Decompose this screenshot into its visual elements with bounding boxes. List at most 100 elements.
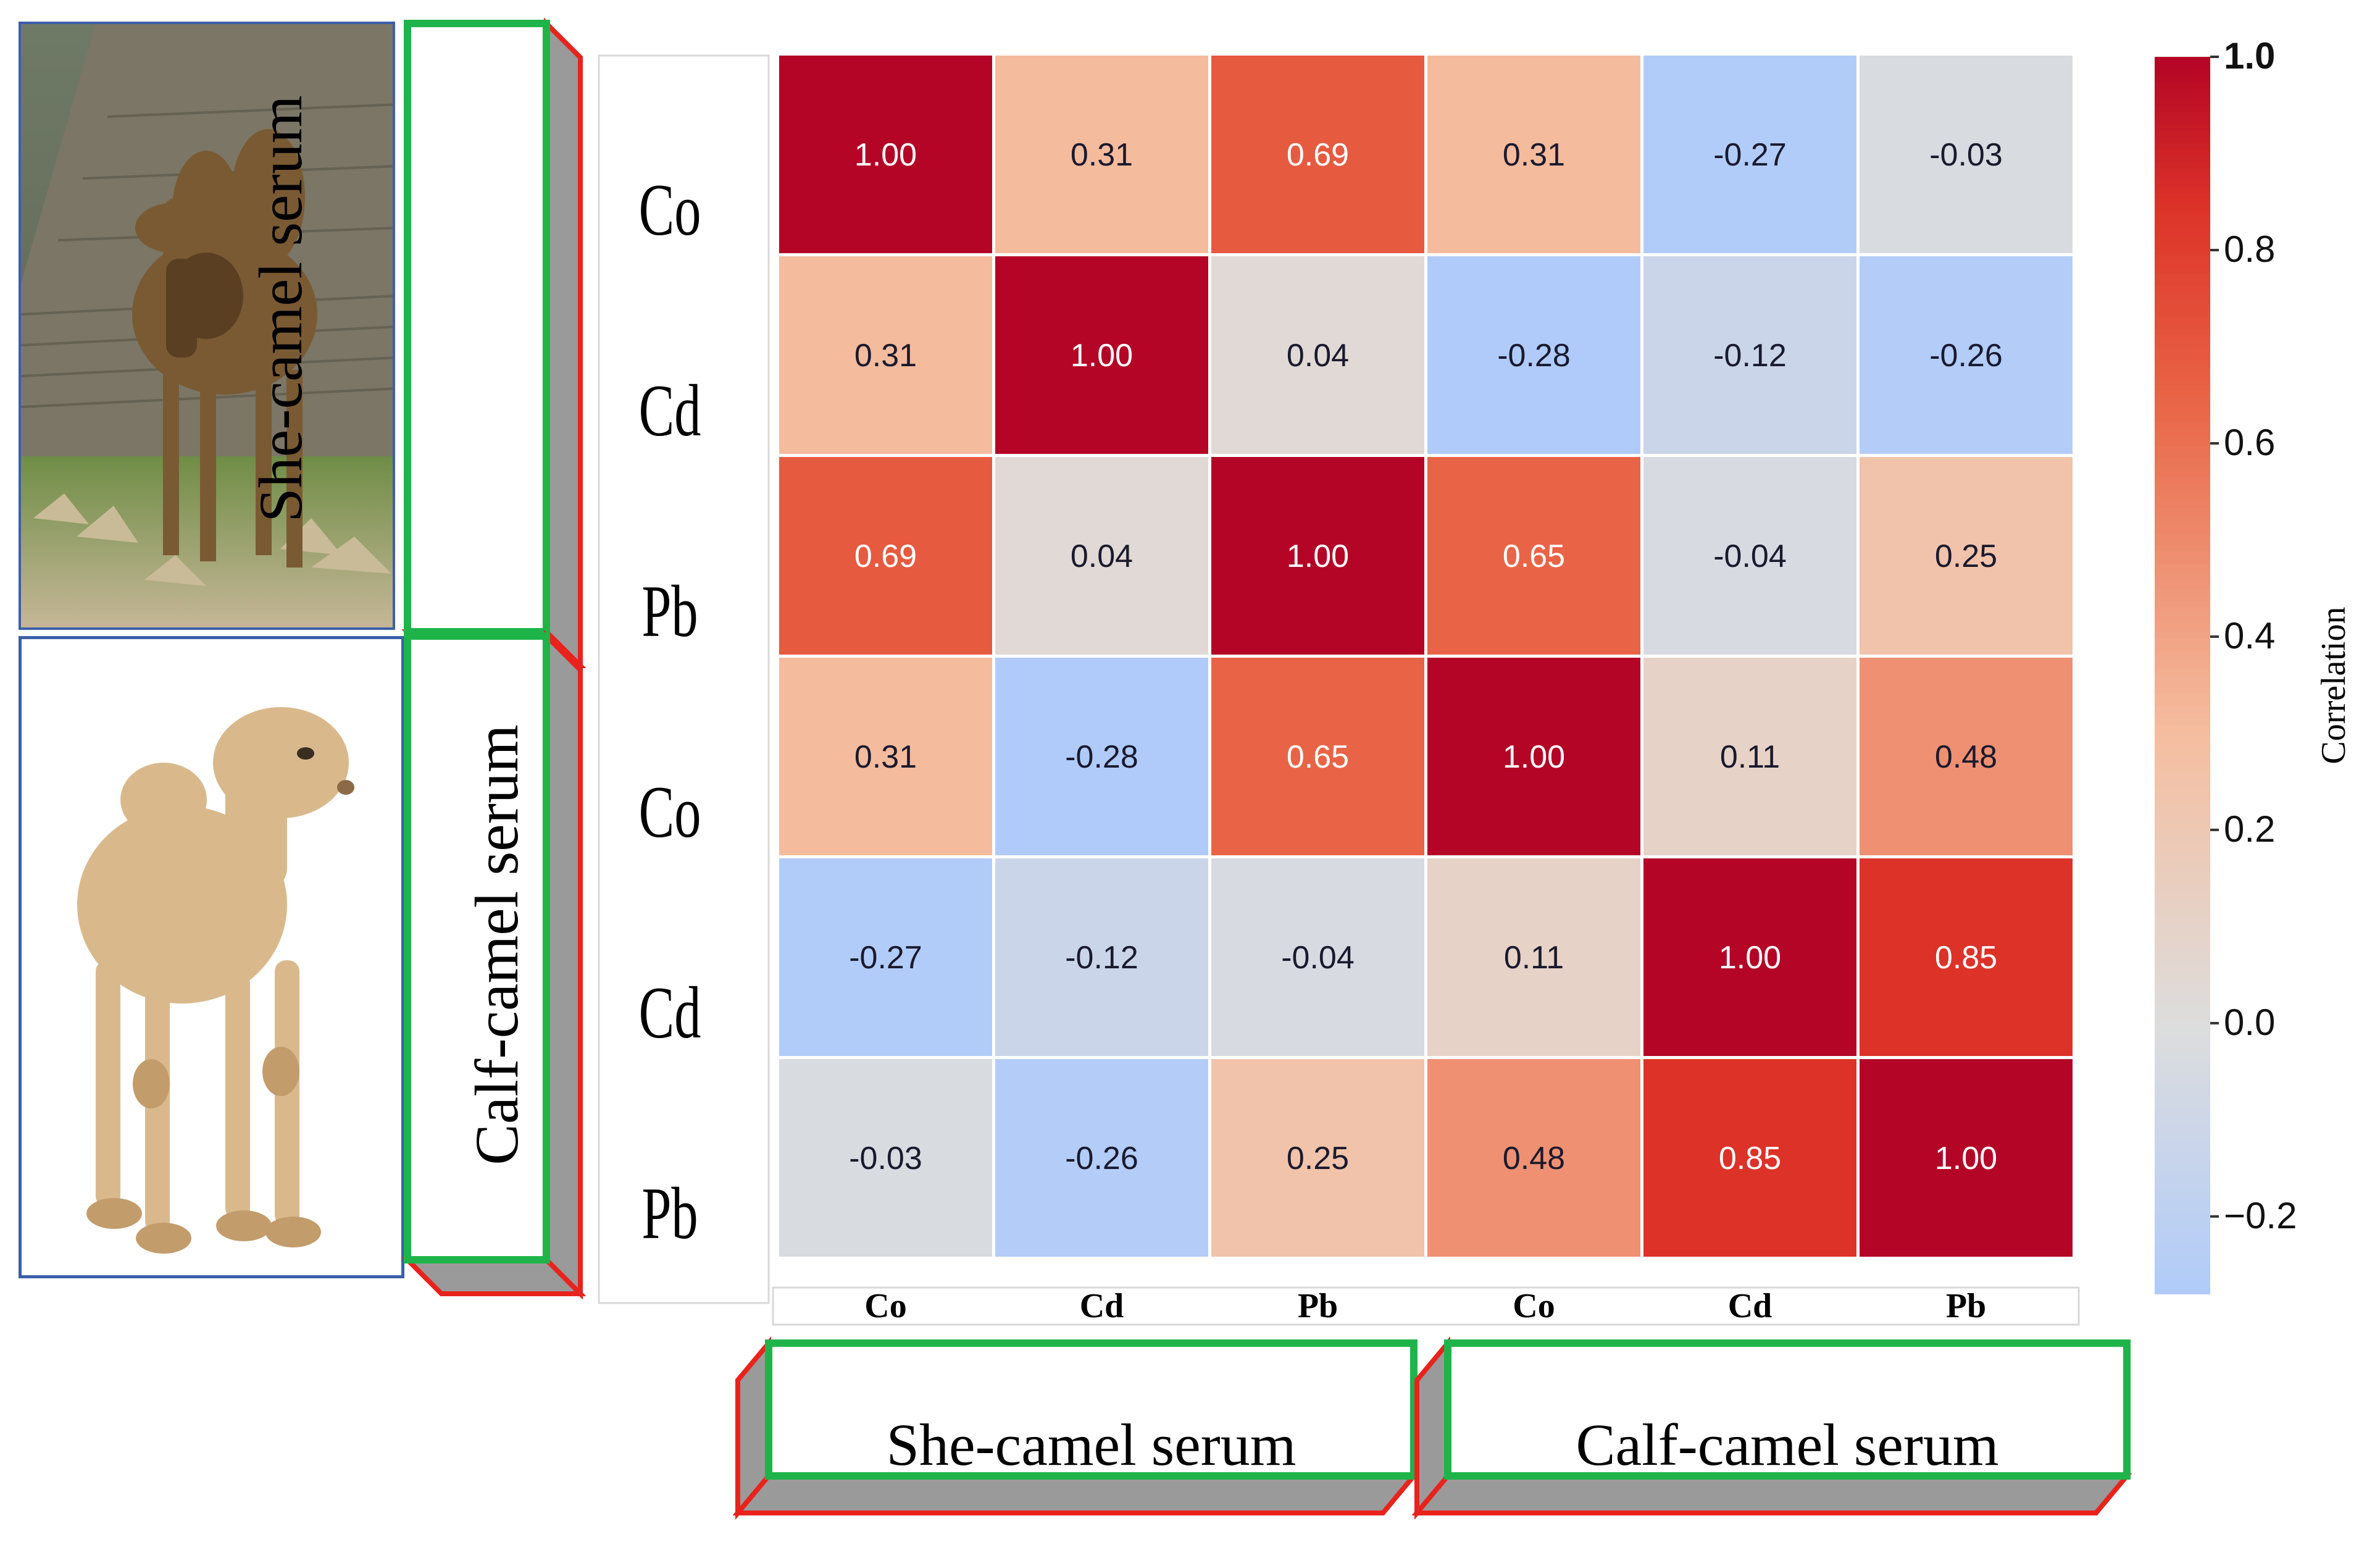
- colorbar-segment: [2155, 119, 2210, 126]
- colorbar-segment: [2155, 991, 2210, 998]
- colorbar-segment: [2155, 842, 2210, 849]
- colorbar-segment: [2155, 1213, 2210, 1220]
- colorbar-segment: [2155, 1219, 2210, 1226]
- cell-value-label-r1-c5: -0.26: [1929, 338, 2003, 374]
- colorbar-segment: [2155, 879, 2210, 887]
- colorbar-segment: [2155, 63, 2210, 70]
- colorbar-segment: [2155, 576, 2210, 584]
- colorbar-segment: [2155, 341, 2210, 348]
- cell-value-label-r0-c5: -0.03: [1929, 137, 2003, 173]
- cell-value-label-r4-c4: 1.00: [1719, 940, 1781, 976]
- colorbar-segment: [2155, 718, 2210, 726]
- cell-value-label-r5-c1: -0.26: [1065, 1141, 1138, 1176]
- colorbar-segment: [2155, 440, 2210, 447]
- colorbar-segment: [2155, 805, 2210, 812]
- colorbar-segment: [2155, 1287, 2210, 1294]
- colorbar-segment: [2155, 168, 2210, 175]
- colorbar-segment: [2155, 143, 2210, 151]
- colorbar-segment: [2155, 1102, 2210, 1109]
- colorbar-tick-label-2: 0.6: [2224, 421, 2276, 463]
- cell-value-label-r4-c3: 0.11: [1504, 940, 1564, 976]
- heatmap-cell-r5-c0: [779, 1059, 992, 1257]
- colorbar-segment: [2155, 1089, 2210, 1097]
- colorbar-segment: [2155, 687, 2210, 695]
- colorbar-segment: [2155, 706, 2210, 713]
- colorbar-segment: [2155, 1200, 2210, 1208]
- colorbar-tick-label-0: 1.0: [2224, 35, 2276, 77]
- colorbar-segment: [2155, 829, 2210, 837]
- colorbar-segment: [2155, 205, 2210, 212]
- heatmap-cell-r2-c1: [995, 457, 1208, 655]
- colorbar-segment: [2155, 477, 2210, 485]
- colorbar-segment: [2155, 539, 2210, 547]
- colorbar-segment: [2155, 545, 2210, 553]
- cell-value-label-r3-c0: 0.31: [854, 739, 917, 775]
- colorbar-segment: [2155, 972, 2210, 979]
- cell-value-label-r4-c5: 0.85: [1935, 940, 1997, 976]
- heatmap-cell-r3-c3: [1427, 658, 1640, 855]
- col-label-5: Pb: [1945, 1287, 1987, 1325]
- colorbar-segment: [2155, 823, 2210, 831]
- colorbar-segment: [2155, 149, 2210, 157]
- colorbar-segment: [2155, 285, 2210, 293]
- heatmap-cell-r0-c2: [1211, 56, 1424, 253]
- colorbar-segment: [2155, 786, 2210, 794]
- heatmap-cell-r1-c0: [779, 256, 992, 454]
- cell-value-label-r1-c2: 0.04: [1287, 338, 1349, 374]
- colorbar-segment: [2155, 644, 2210, 652]
- heatmap-cell-r3-c1: [995, 658, 1208, 855]
- colorbar-segment: [2155, 960, 2210, 967]
- colorbar-segment: [2155, 935, 2210, 942]
- colorbar-segment: [2155, 390, 2210, 398]
- cell-value-label-r0-c3: 0.31: [1503, 137, 1565, 173]
- colorbar-segment: [2155, 947, 2210, 955]
- colorbar-segment: [2155, 291, 2210, 299]
- colorbar-segment: [2155, 211, 2210, 219]
- col-group-frame-she-camel: [732, 1336, 1419, 1520]
- colorbar-segment: [2155, 230, 2210, 237]
- colorbar-segment: [2155, 396, 2210, 404]
- colorbar-segment: [2155, 1250, 2210, 1257]
- colorbar-segment: [2155, 607, 2210, 614]
- colorbar-segment: [2155, 446, 2210, 453]
- cell-value-label-r0-c4: -0.27: [1713, 137, 1787, 173]
- colorbar-segment: [2155, 700, 2210, 707]
- colorbar-segment: [2155, 298, 2210, 305]
- calf-camel-image: [77, 707, 354, 1254]
- colorbar-segment: [2155, 712, 2210, 719]
- heatmap-cell-r5-c2: [1211, 1059, 1424, 1257]
- colorbar-segment: [2155, 1268, 2210, 1276]
- colorbar-segment: [2155, 403, 2210, 410]
- colorbar-segment: [2155, 811, 2210, 818]
- colorbar-segment: [2155, 1096, 2210, 1103]
- heatmap-cell-r4-c0: [779, 858, 992, 1056]
- colorbar-segment: [2155, 322, 2210, 330]
- colorbar-segment: [2155, 953, 2210, 961]
- row-group-frame-calf-camel: [401, 630, 587, 1300]
- cell-value-label-r3-c2: 0.65: [1287, 739, 1349, 775]
- row-label-5: Pb: [641, 1172, 698, 1254]
- colorbar-segment: [2155, 966, 2210, 973]
- cell-value-label-r5-c0: -0.03: [849, 1141, 922, 1176]
- colorbar-segment: [2155, 366, 2210, 373]
- colorbar-segment: [2155, 384, 2210, 392]
- heatmap-cell-r2-c0: [779, 457, 992, 655]
- colorbar-segment: [2155, 1207, 2210, 1214]
- colorbar-segment: [2155, 1194, 2210, 1202]
- heatmap-cell-r3-c2: [1211, 658, 1424, 855]
- heatmap-cell-r0-c3: [1427, 56, 1640, 253]
- colorbar-segment: [2155, 866, 2210, 874]
- colorbar-segment: [2155, 613, 2210, 621]
- colorbar-segment: [2155, 761, 2210, 769]
- colorbar-segment: [2155, 984, 2210, 992]
- row-group-frame-she-camel: [401, 17, 587, 672]
- colorbar-segment: [2155, 1077, 2210, 1084]
- cell-value-label-r5-c4: 0.85: [1719, 1141, 1781, 1176]
- colorbar-segment: [2155, 656, 2210, 664]
- cell-value-label-r3-c4: 0.11: [1720, 739, 1780, 775]
- cell-value-label-r4-c2: -0.04: [1281, 940, 1355, 976]
- colorbar-segment: [2155, 873, 2210, 880]
